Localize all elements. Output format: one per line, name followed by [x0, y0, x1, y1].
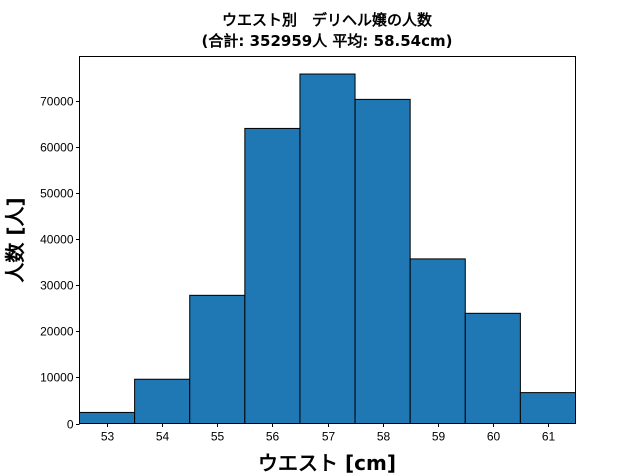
x-tick-label: 58: [377, 430, 391, 444]
bar-55: [189, 294, 246, 424]
bar-59: [409, 258, 466, 424]
chart-title-line1: ウエスト別 デリヘル嬢の人数: [222, 11, 433, 29]
bar-56: [244, 127, 301, 424]
y-tick-label: 60000: [40, 141, 74, 155]
bar-53: [79, 411, 136, 424]
bar-54: [134, 378, 191, 425]
y-tick-label: 30000: [40, 279, 74, 293]
axes-frame: [79, 56, 576, 424]
y-tick-label: 50000: [40, 187, 74, 201]
y-tick-label: 40000: [40, 233, 74, 247]
y-tick-label: 0: [67, 418, 74, 432]
x-tick-label: 56: [266, 430, 280, 444]
bar-57: [299, 73, 356, 424]
x-tick-label: 57: [322, 430, 336, 444]
x-tick-label: 60: [487, 430, 501, 444]
x-tick-label: 61: [542, 430, 556, 444]
x-tick-label: 59: [432, 430, 446, 444]
y-tick-label: 20000: [40, 325, 74, 339]
x-axis-label: ウエスト [cm]: [258, 451, 396, 475]
x-tick-label: 53: [101, 430, 115, 444]
bar-61: [519, 392, 577, 424]
y-axis-ticks: 0 10000 20000 30000 40000 50000 60000 70000: [40, 95, 80, 432]
x-axis-ticks: 53 54 55 56 57 58 59 60 61: [101, 423, 556, 444]
y-tick-label: 70000: [40, 95, 74, 109]
x-tick-label: 54: [156, 430, 170, 444]
bar-58: [354, 98, 411, 424]
y-tick-label: 10000: [40, 371, 74, 385]
x-tick-label: 55: [211, 430, 225, 444]
bar-60: [464, 312, 521, 425]
y-axis-label: 人数 [人]: [3, 197, 27, 282]
chart-title-line2: (合計: 352959人 平均: 58.54cm): [202, 32, 453, 50]
bars-group: [79, 73, 577, 425]
